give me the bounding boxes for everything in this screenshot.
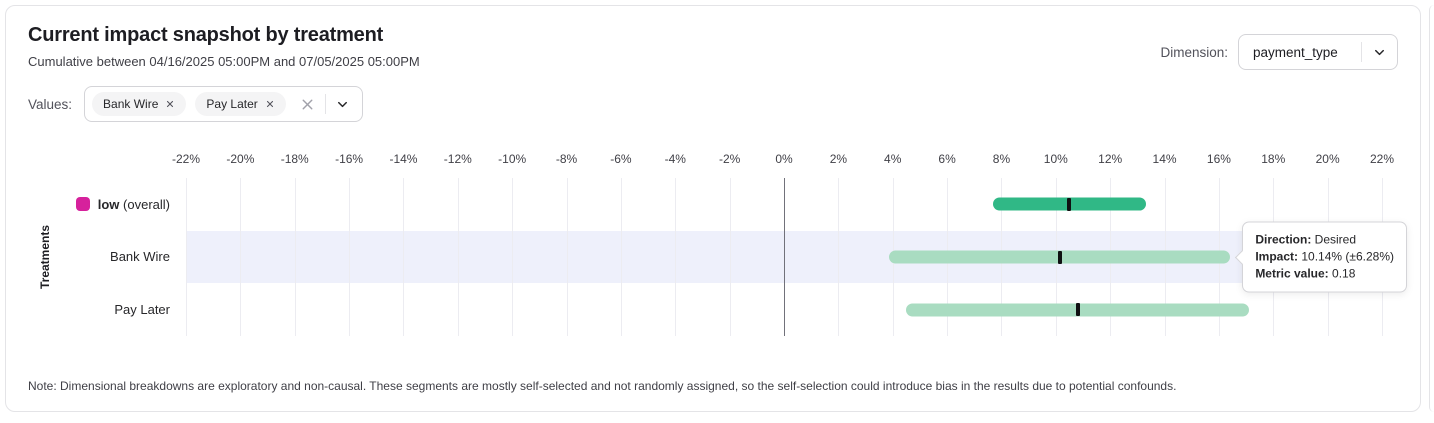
gridline — [349, 178, 351, 336]
dimension-select[interactable]: payment_type — [1238, 34, 1398, 70]
x-tick-label: 20% — [1315, 152, 1340, 166]
row-labels-column: low (overall) Bank Wire Pay Later — [6, 178, 178, 336]
remove-value-icon[interactable] — [165, 99, 175, 109]
x-tick-label: 12% — [1098, 152, 1123, 166]
note-text: Note: Dimensional breakdowns are explora… — [28, 379, 1177, 393]
gridline — [240, 178, 242, 336]
value-chip-label: Bank Wire — [103, 97, 159, 111]
x-tick-label: -10% — [498, 152, 527, 166]
gridline — [294, 178, 296, 336]
impact-point-marker — [1075, 303, 1080, 317]
x-tick-label: 2% — [829, 152, 848, 166]
x-tick-label: 22% — [1369, 152, 1395, 166]
x-tick-label: 18% — [1261, 152, 1286, 166]
impact-bar-low[interactable] — [993, 197, 1146, 211]
x-tick-label: 10% — [1043, 152, 1068, 166]
page-title: Current impact snapshot by treatment — [28, 24, 384, 46]
x-tick-label: -12% — [443, 152, 472, 166]
tooltip-impact-label: Impact: — [1255, 249, 1298, 264]
select-divider — [1361, 42, 1362, 62]
gridline — [512, 178, 514, 336]
tooltip-impact-line: Impact: 10.14% (±6.28%) — [1255, 249, 1394, 266]
x-tick-label: 4% — [884, 152, 902, 166]
clear-values-icon[interactable] — [299, 96, 316, 113]
values-label: Values: — [28, 96, 73, 112]
treatment-swatch — [75, 197, 90, 212]
x-tick-label: 14% — [1152, 152, 1177, 166]
row-label-text: Bank Wire — [110, 249, 170, 265]
impact-bar-bank-wire[interactable] — [888, 250, 1231, 264]
tooltip-metric-value: 0.18 — [1332, 266, 1356, 281]
x-tick-label: 6% — [938, 152, 956, 166]
gridline — [403, 178, 405, 336]
row-label-pay-later: Pay Later — [6, 283, 170, 336]
values-chevron-down-icon[interactable] — [335, 97, 350, 112]
row-label-bank-wire: Bank Wire — [6, 231, 170, 284]
value-chip-pay-later[interactable]: Pay Later — [195, 92, 286, 116]
values-filter-row: Values: Bank Wire Pay Later — [6, 86, 1420, 122]
chevron-down-icon[interactable] — [1372, 45, 1387, 60]
value-chip-bank-wire[interactable]: Bank Wire — [92, 92, 187, 116]
card-header: Current impact snapshot by treatment Cum… — [6, 6, 1420, 70]
gridline — [457, 178, 459, 336]
tooltip-metric-label: Metric value: — [1255, 266, 1329, 281]
x-tick-label: -4% — [664, 152, 686, 166]
x-tick-label: 8% — [992, 152, 1011, 166]
row-label-text: Pay Later — [114, 302, 170, 318]
value-chip-label: Pay Later — [206, 97, 258, 111]
tooltip-direction-value: Desired — [1314, 232, 1357, 247]
impact-point-marker — [1067, 197, 1072, 211]
impact-chart: Treatments -22% -20% -18% -16% -14% -12% -10% -… — [6, 148, 1420, 338]
x-tick-label: -16% — [335, 152, 364, 166]
x-axis: -22% -20% -18% -16% -14% -12% -10% -8% -6% -4% -2%… — [172, 152, 1394, 172]
row-label-text: low (overall) — [97, 196, 170, 212]
plot-area: Direction: Desired Impact: 10.14% (±6.28… — [186, 178, 1407, 336]
x-tick-label: -18% — [280, 152, 309, 166]
impact-point-marker — [1057, 250, 1062, 264]
dimension-select-value: payment_type — [1253, 44, 1338, 60]
x-tick-label: 16% — [1206, 152, 1231, 166]
row-label-low: low (overall) — [6, 178, 170, 231]
x-tick-label: -14% — [389, 152, 418, 166]
gridline — [729, 178, 731, 336]
impact-snapshot-card: Current impact snapshot by treatment Cum… — [5, 5, 1421, 412]
tooltip: Direction: Desired Impact: 10.14% (±6.28… — [1235, 221, 1407, 293]
x-tick-label: 0% — [775, 152, 793, 166]
chips-container: Bank Wire Pay Later — [92, 92, 286, 116]
tooltip-direction-label: Direction: — [1255, 232, 1312, 247]
gridline — [838, 178, 840, 336]
gridline — [566, 178, 568, 336]
date-range-subtitle: Cumulative between 04/16/2025 05:00PM an… — [28, 54, 420, 69]
gridline — [186, 178, 187, 336]
x-tick-label: -6% — [610, 152, 632, 166]
x-tick-label: -22% — [171, 152, 201, 166]
gridline — [620, 178, 622, 336]
values-divider — [324, 94, 326, 114]
tooltip-impact-value: 10.14% (±6.28%) — [1301, 249, 1394, 264]
header-text-block: Current impact snapshot by treatment Cum… — [28, 24, 420, 69]
values-multiselect[interactable]: Bank Wire Pay Later — [84, 86, 363, 122]
dimension-label: Dimension: — [1160, 44, 1228, 60]
adjacent-panel-edge — [1429, 5, 1434, 412]
x-tick-label: -2% — [718, 152, 741, 166]
gridline — [675, 178, 677, 336]
x-tick-label: -20% — [226, 152, 255, 166]
impact-bar-pay-later[interactable] — [906, 303, 1249, 317]
tooltip-direction-line: Direction: Desired — [1255, 232, 1394, 249]
x-tick-label: -8% — [555, 152, 578, 166]
remove-value-icon[interactable] — [265, 99, 275, 109]
zero-axis-line — [784, 178, 785, 336]
dimension-control: Dimension: payment_type — [1160, 34, 1398, 70]
tooltip-metric-line: Metric value: 0.18 — [1255, 266, 1394, 283]
